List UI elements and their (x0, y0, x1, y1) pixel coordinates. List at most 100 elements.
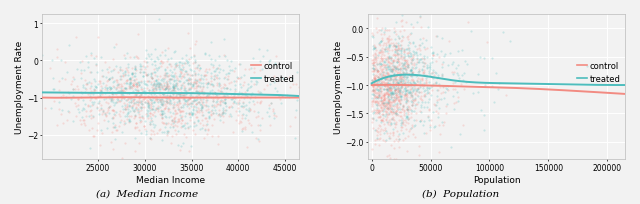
Point (147, 89, 157, 92)
Point (414, 59, 424, 62)
Point (412, 74, 422, 77)
Point (129, 102, 139, 105)
Point (124, 121, 134, 124)
Point (164, 95, 175, 98)
Point (225, 69, 235, 72)
Point (372, 107, 382, 111)
Point (161, 122, 172, 125)
Point (116, 104, 127, 108)
Point (431, 35, 442, 38)
Point (157, 139, 168, 142)
Point (398, 67, 408, 70)
Point (396, 44, 406, 47)
Point (413, 88, 424, 91)
Point (424, 129, 435, 132)
Point (406, 70, 416, 73)
Point (373, 76, 383, 79)
Point (161, 100, 172, 103)
Point (449, 71, 459, 74)
Point (181, 90, 191, 93)
Point (209, 104, 219, 107)
Point (183, 89, 193, 92)
Point (440, 53, 450, 56)
Point (95, 108, 106, 111)
Point (120, 74, 130, 77)
Point (452, 91, 462, 94)
Point (417, 61, 427, 64)
Point (242, 89, 252, 92)
Point (482, 41, 492, 44)
Point (384, 106, 394, 110)
Point (212, 82, 222, 85)
Point (384, 45, 394, 48)
Point (171, 79, 181, 82)
Point (125, 82, 136, 85)
Point (171, 95, 181, 98)
Point (444, 64, 454, 67)
Point (419, 71, 429, 74)
Point (368, 85, 378, 88)
Point (407, 59, 417, 62)
Point (390, 111, 400, 114)
Point (180, 95, 190, 98)
Point (163, 74, 173, 77)
Point (138, 124, 148, 128)
Point (143, 117, 153, 120)
Point (177, 69, 187, 72)
Point (76, 123, 86, 126)
Point (118, 72, 128, 76)
Point (290, 137, 300, 140)
Point (466, 30, 476, 33)
Point (395, 95, 405, 99)
Point (374, 138, 385, 141)
Point (401, 93, 411, 97)
Point (396, 20, 406, 23)
Point (107, 99, 117, 102)
Point (397, 69, 407, 73)
Point (98, 110, 108, 113)
Point (393, 84, 403, 88)
Point (161, 83, 172, 87)
Point (396, 49, 406, 53)
Point (377, 48, 387, 51)
Point (419, 84, 429, 88)
Point (376, 95, 386, 99)
Point (368, 89, 378, 92)
Point (106, 87, 116, 90)
Point (246, 80, 257, 83)
Point (136, 81, 146, 84)
Point (401, 68, 411, 72)
Point (209, 75, 220, 78)
Point (157, 93, 168, 96)
Point (402, 107, 412, 111)
Point (387, 88, 397, 91)
Point (205, 90, 216, 93)
Point (180, 62, 190, 66)
Point (395, 89, 405, 93)
Point (125, 81, 136, 84)
Point (105, 77, 115, 80)
Point (436, 66, 447, 69)
Point (369, 34, 379, 38)
Point (162, 86, 172, 90)
Point (271, 55, 281, 59)
Point (175, 110, 186, 113)
Point (136, 100, 147, 103)
Point (182, 102, 193, 106)
Point (239, 105, 249, 108)
Point (163, 101, 173, 104)
Point (381, 44, 391, 47)
Point (397, 108, 408, 111)
Point (407, 98, 417, 102)
Point (200, 53, 210, 56)
Point (383, 79, 394, 82)
Point (397, 126, 407, 129)
Point (189, 122, 199, 125)
Point (385, 62, 396, 65)
Point (106, 99, 116, 102)
Point (397, 85, 408, 89)
Point (385, 110, 395, 113)
Point (125, 78, 135, 81)
Point (382, 84, 392, 87)
Point (505, 40, 515, 43)
